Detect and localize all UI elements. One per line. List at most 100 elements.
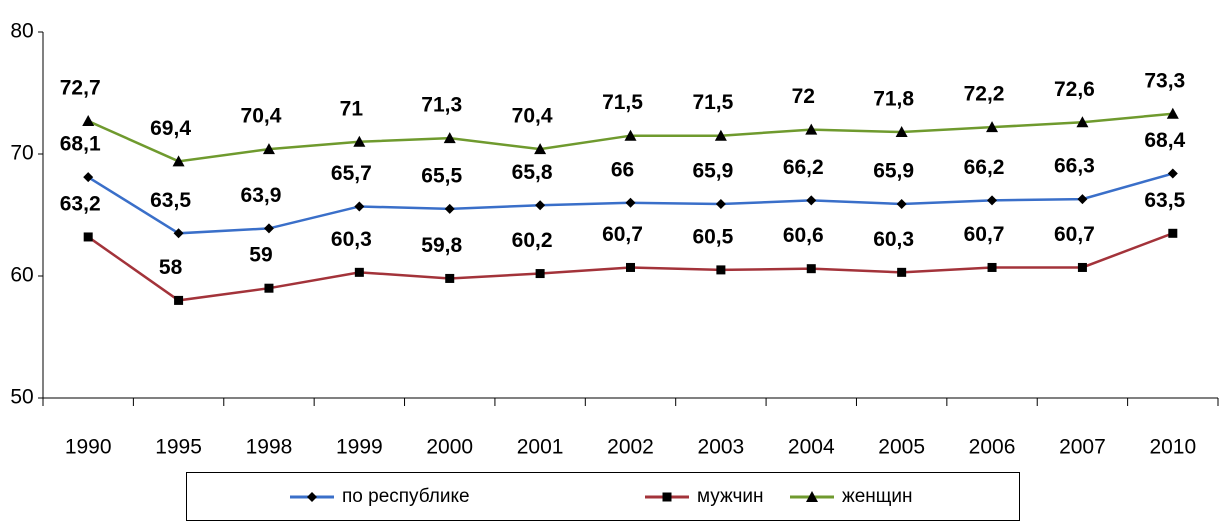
data-label: 70,4 xyxy=(241,105,282,128)
marker xyxy=(534,143,547,155)
data-label: 58 xyxy=(159,256,183,279)
marker xyxy=(806,491,818,502)
marker xyxy=(625,197,636,208)
marker xyxy=(83,172,94,183)
marker xyxy=(174,295,184,305)
data-label: 60,6 xyxy=(783,224,824,247)
data-label: 60,3 xyxy=(331,228,372,251)
data-label: 60,3 xyxy=(873,228,914,251)
marker xyxy=(173,228,184,239)
marker xyxy=(714,129,727,141)
x-tick-label: 1998 xyxy=(246,436,293,459)
marker xyxy=(354,267,364,277)
y-tick-label: 70 xyxy=(10,142,33,165)
legend-label: мужчин xyxy=(697,486,764,507)
marker xyxy=(82,115,95,127)
marker xyxy=(444,203,455,214)
data-label: 72,2 xyxy=(964,83,1005,106)
data-label: 71 xyxy=(340,97,364,120)
marker xyxy=(1167,168,1178,179)
x-tick-label: 2004 xyxy=(788,436,835,459)
data-label: 63,5 xyxy=(1144,189,1185,212)
data-label: 71,3 xyxy=(421,94,462,117)
y-tick-label: 60 xyxy=(10,264,33,287)
legend-label: по республике xyxy=(342,486,470,507)
data-label: 66,2 xyxy=(783,156,824,179)
data-label: 60,5 xyxy=(692,225,733,248)
marker xyxy=(896,199,907,210)
x-tick-label: 1990 xyxy=(65,436,112,459)
marker xyxy=(353,135,366,147)
marker xyxy=(307,492,317,502)
data-label: 65,8 xyxy=(512,161,553,184)
data-label: 60,7 xyxy=(602,223,643,246)
marker xyxy=(443,132,456,144)
x-tick-label: 2000 xyxy=(426,436,473,459)
marker xyxy=(662,492,672,502)
marker xyxy=(986,121,999,133)
y-tick-label: 50 xyxy=(10,386,33,409)
data-label: 73,3 xyxy=(1144,69,1185,92)
marker xyxy=(262,143,275,155)
marker xyxy=(1168,228,1178,238)
x-tick-label: 1995 xyxy=(155,436,202,459)
data-label: 71,8 xyxy=(873,88,914,111)
data-label: 63,5 xyxy=(150,189,191,212)
marker xyxy=(83,232,93,242)
y-tick-label: 80 xyxy=(10,20,33,43)
x-tick-label: 2010 xyxy=(1149,436,1196,459)
marker xyxy=(1166,107,1179,119)
x-tick-label: 2001 xyxy=(517,436,564,459)
marker xyxy=(264,283,274,293)
marker xyxy=(1076,116,1089,128)
marker xyxy=(624,129,637,141)
marker xyxy=(805,123,818,135)
data-label: 60,2 xyxy=(512,229,553,252)
data-label: 71,5 xyxy=(692,91,733,114)
x-tick-label: 2006 xyxy=(969,436,1016,459)
data-label: 68,4 xyxy=(1144,129,1185,152)
marker xyxy=(987,262,997,272)
data-label: 63,9 xyxy=(241,184,282,207)
marker xyxy=(987,195,998,206)
data-label: 65,7 xyxy=(331,162,372,185)
data-label: 68,1 xyxy=(60,133,101,156)
marker xyxy=(1077,194,1088,205)
marker xyxy=(263,223,274,234)
data-label: 72 xyxy=(792,85,815,108)
x-tick-label: 2003 xyxy=(698,436,745,459)
marker xyxy=(806,195,817,206)
data-label: 65,9 xyxy=(692,160,733,183)
data-label: 60,7 xyxy=(1054,223,1095,246)
data-label: 59,8 xyxy=(421,234,462,257)
legend-label: женщин xyxy=(842,486,913,507)
marker xyxy=(806,264,816,274)
data-label: 69,4 xyxy=(150,117,191,140)
x-tick-label: 2005 xyxy=(878,436,925,459)
marker xyxy=(895,126,908,138)
marker xyxy=(897,267,907,277)
x-tick-label: 2007 xyxy=(1059,436,1106,459)
data-label: 65,9 xyxy=(873,160,914,183)
marker xyxy=(445,273,455,283)
data-label: 72,7 xyxy=(60,77,101,100)
data-label: 72,6 xyxy=(1054,78,1095,101)
marker xyxy=(172,155,185,167)
marker xyxy=(626,262,635,272)
marker xyxy=(354,201,365,212)
marker xyxy=(716,265,726,275)
data-label: 66,3 xyxy=(1054,155,1095,178)
marker xyxy=(715,199,726,210)
data-label: 66,2 xyxy=(964,156,1005,179)
marker xyxy=(1077,262,1087,272)
data-label: 60,7 xyxy=(964,223,1005,246)
x-tick-label: 1999 xyxy=(336,436,383,459)
data-label: 59 xyxy=(249,244,272,267)
data-label: 70,4 xyxy=(512,105,553,128)
legend: по республике мужчин женщин xyxy=(186,472,1020,521)
data-label: 66 xyxy=(611,158,634,181)
marker xyxy=(535,269,545,279)
x-tick-label: 2002 xyxy=(607,436,654,459)
marker xyxy=(535,200,546,211)
